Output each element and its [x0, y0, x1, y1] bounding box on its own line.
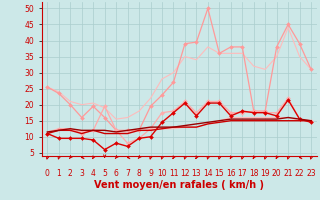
X-axis label: Vent moyen/en rafales ( km/h ): Vent moyen/en rafales ( km/h )	[94, 180, 264, 190]
